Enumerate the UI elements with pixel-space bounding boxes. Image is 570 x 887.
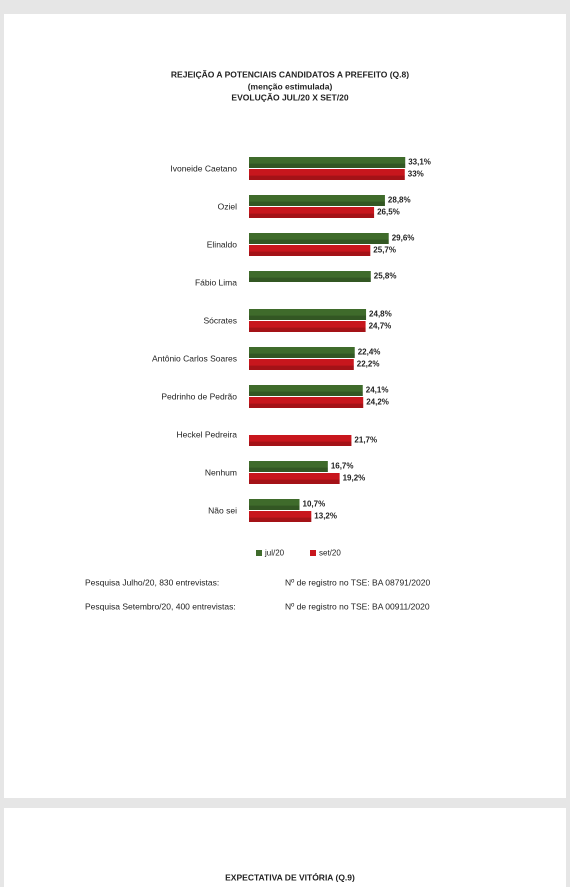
value-label: 19,2% bbox=[343, 474, 366, 483]
bar bbox=[249, 461, 328, 472]
value-label: 24,2% bbox=[366, 398, 389, 407]
bar bbox=[249, 435, 352, 446]
bar bbox=[249, 359, 354, 370]
bar-shade bbox=[249, 467, 328, 472]
bar-shade bbox=[249, 251, 371, 256]
bar-shade bbox=[249, 479, 340, 484]
bar bbox=[249, 511, 312, 522]
bar-shade bbox=[249, 505, 300, 510]
value-label: 33% bbox=[408, 170, 424, 179]
bar-shade bbox=[249, 403, 364, 408]
value-label: 21,7% bbox=[354, 436, 377, 445]
bar-shade bbox=[249, 315, 367, 320]
value-label: 13,2% bbox=[314, 512, 337, 521]
legend-swatch bbox=[310, 550, 316, 556]
value-label: 29,6% bbox=[392, 234, 415, 243]
category-label: Não sei bbox=[208, 505, 237, 515]
bar-shade bbox=[249, 239, 389, 244]
category-label: Fábio Lima bbox=[195, 277, 237, 287]
category-label: Antônio Carlos Soares bbox=[152, 353, 237, 363]
chart-subtitle: EVOLUÇÃO JUL/20 X SET/20 bbox=[231, 92, 348, 102]
chart-subtitle: (menção estimulada) bbox=[248, 81, 333, 91]
category-label: Oziel bbox=[218, 201, 237, 211]
bar bbox=[249, 271, 371, 282]
category-label: Sócrates bbox=[203, 315, 237, 325]
note: Nº de registro no TSE: BA 00911/2020 bbox=[285, 601, 430, 611]
value-label: 22,2% bbox=[357, 360, 380, 369]
value-label: 25,8% bbox=[374, 272, 397, 281]
next-page-title: EXPECTATIVA DE VITÓRIA (Q.9) bbox=[225, 871, 355, 882]
value-label: 24,1% bbox=[366, 386, 389, 395]
bar bbox=[249, 169, 405, 180]
bar-shade bbox=[249, 391, 363, 396]
value-label: 33,1% bbox=[408, 158, 431, 167]
bar bbox=[249, 157, 406, 168]
value-label: 28,8% bbox=[388, 196, 411, 205]
bar-shade bbox=[249, 175, 405, 180]
bar bbox=[249, 245, 371, 256]
bar bbox=[249, 195, 385, 206]
bar bbox=[249, 321, 366, 332]
bar-shade bbox=[249, 213, 375, 218]
bar bbox=[249, 385, 363, 396]
value-label: 24,8% bbox=[369, 310, 392, 319]
legend-label: jul/20 bbox=[264, 549, 285, 558]
bar-shade bbox=[249, 517, 312, 522]
category-label: Heckel Pedreira bbox=[177, 429, 238, 439]
category-label: Pedrinho de Pedrão bbox=[161, 391, 237, 401]
bar bbox=[249, 207, 375, 218]
bar bbox=[249, 397, 364, 408]
bar bbox=[249, 499, 300, 510]
note: Pesquisa Setembro/20, 400 entrevistas: bbox=[85, 601, 236, 611]
note: Pesquisa Julho/20, 830 entrevistas: bbox=[85, 577, 219, 587]
value-label: 26,5% bbox=[377, 208, 400, 217]
bar bbox=[249, 233, 389, 244]
bar-shade bbox=[249, 163, 406, 168]
bar-shade bbox=[249, 277, 371, 282]
legend-label: set/20 bbox=[319, 549, 341, 558]
category-label: Ivoneide Caetano bbox=[170, 163, 237, 173]
bar-shade bbox=[249, 365, 354, 370]
category-label: Elinaldo bbox=[207, 239, 238, 249]
next-page bbox=[4, 808, 566, 887]
bar-shade bbox=[249, 201, 385, 206]
bar bbox=[249, 347, 355, 358]
legend-swatch bbox=[256, 550, 262, 556]
value-label: 24,7% bbox=[369, 322, 392, 331]
value-label: 10,7% bbox=[303, 500, 326, 509]
value-label: 25,7% bbox=[373, 246, 396, 255]
bar-shade bbox=[249, 441, 352, 446]
bar bbox=[249, 309, 367, 320]
bar-shade bbox=[249, 353, 355, 358]
category-label: Nenhum bbox=[205, 467, 237, 477]
bar-shade bbox=[249, 327, 366, 332]
bar bbox=[249, 473, 340, 484]
chart-title: REJEIÇÃO A POTENCIAIS CANDIDATOS A PREFE… bbox=[171, 69, 409, 79]
note: Nº de registro no TSE: BA 08791/2020 bbox=[285, 577, 430, 587]
value-label: 16,7% bbox=[331, 462, 354, 471]
value-label: 22,4% bbox=[358, 348, 381, 357]
